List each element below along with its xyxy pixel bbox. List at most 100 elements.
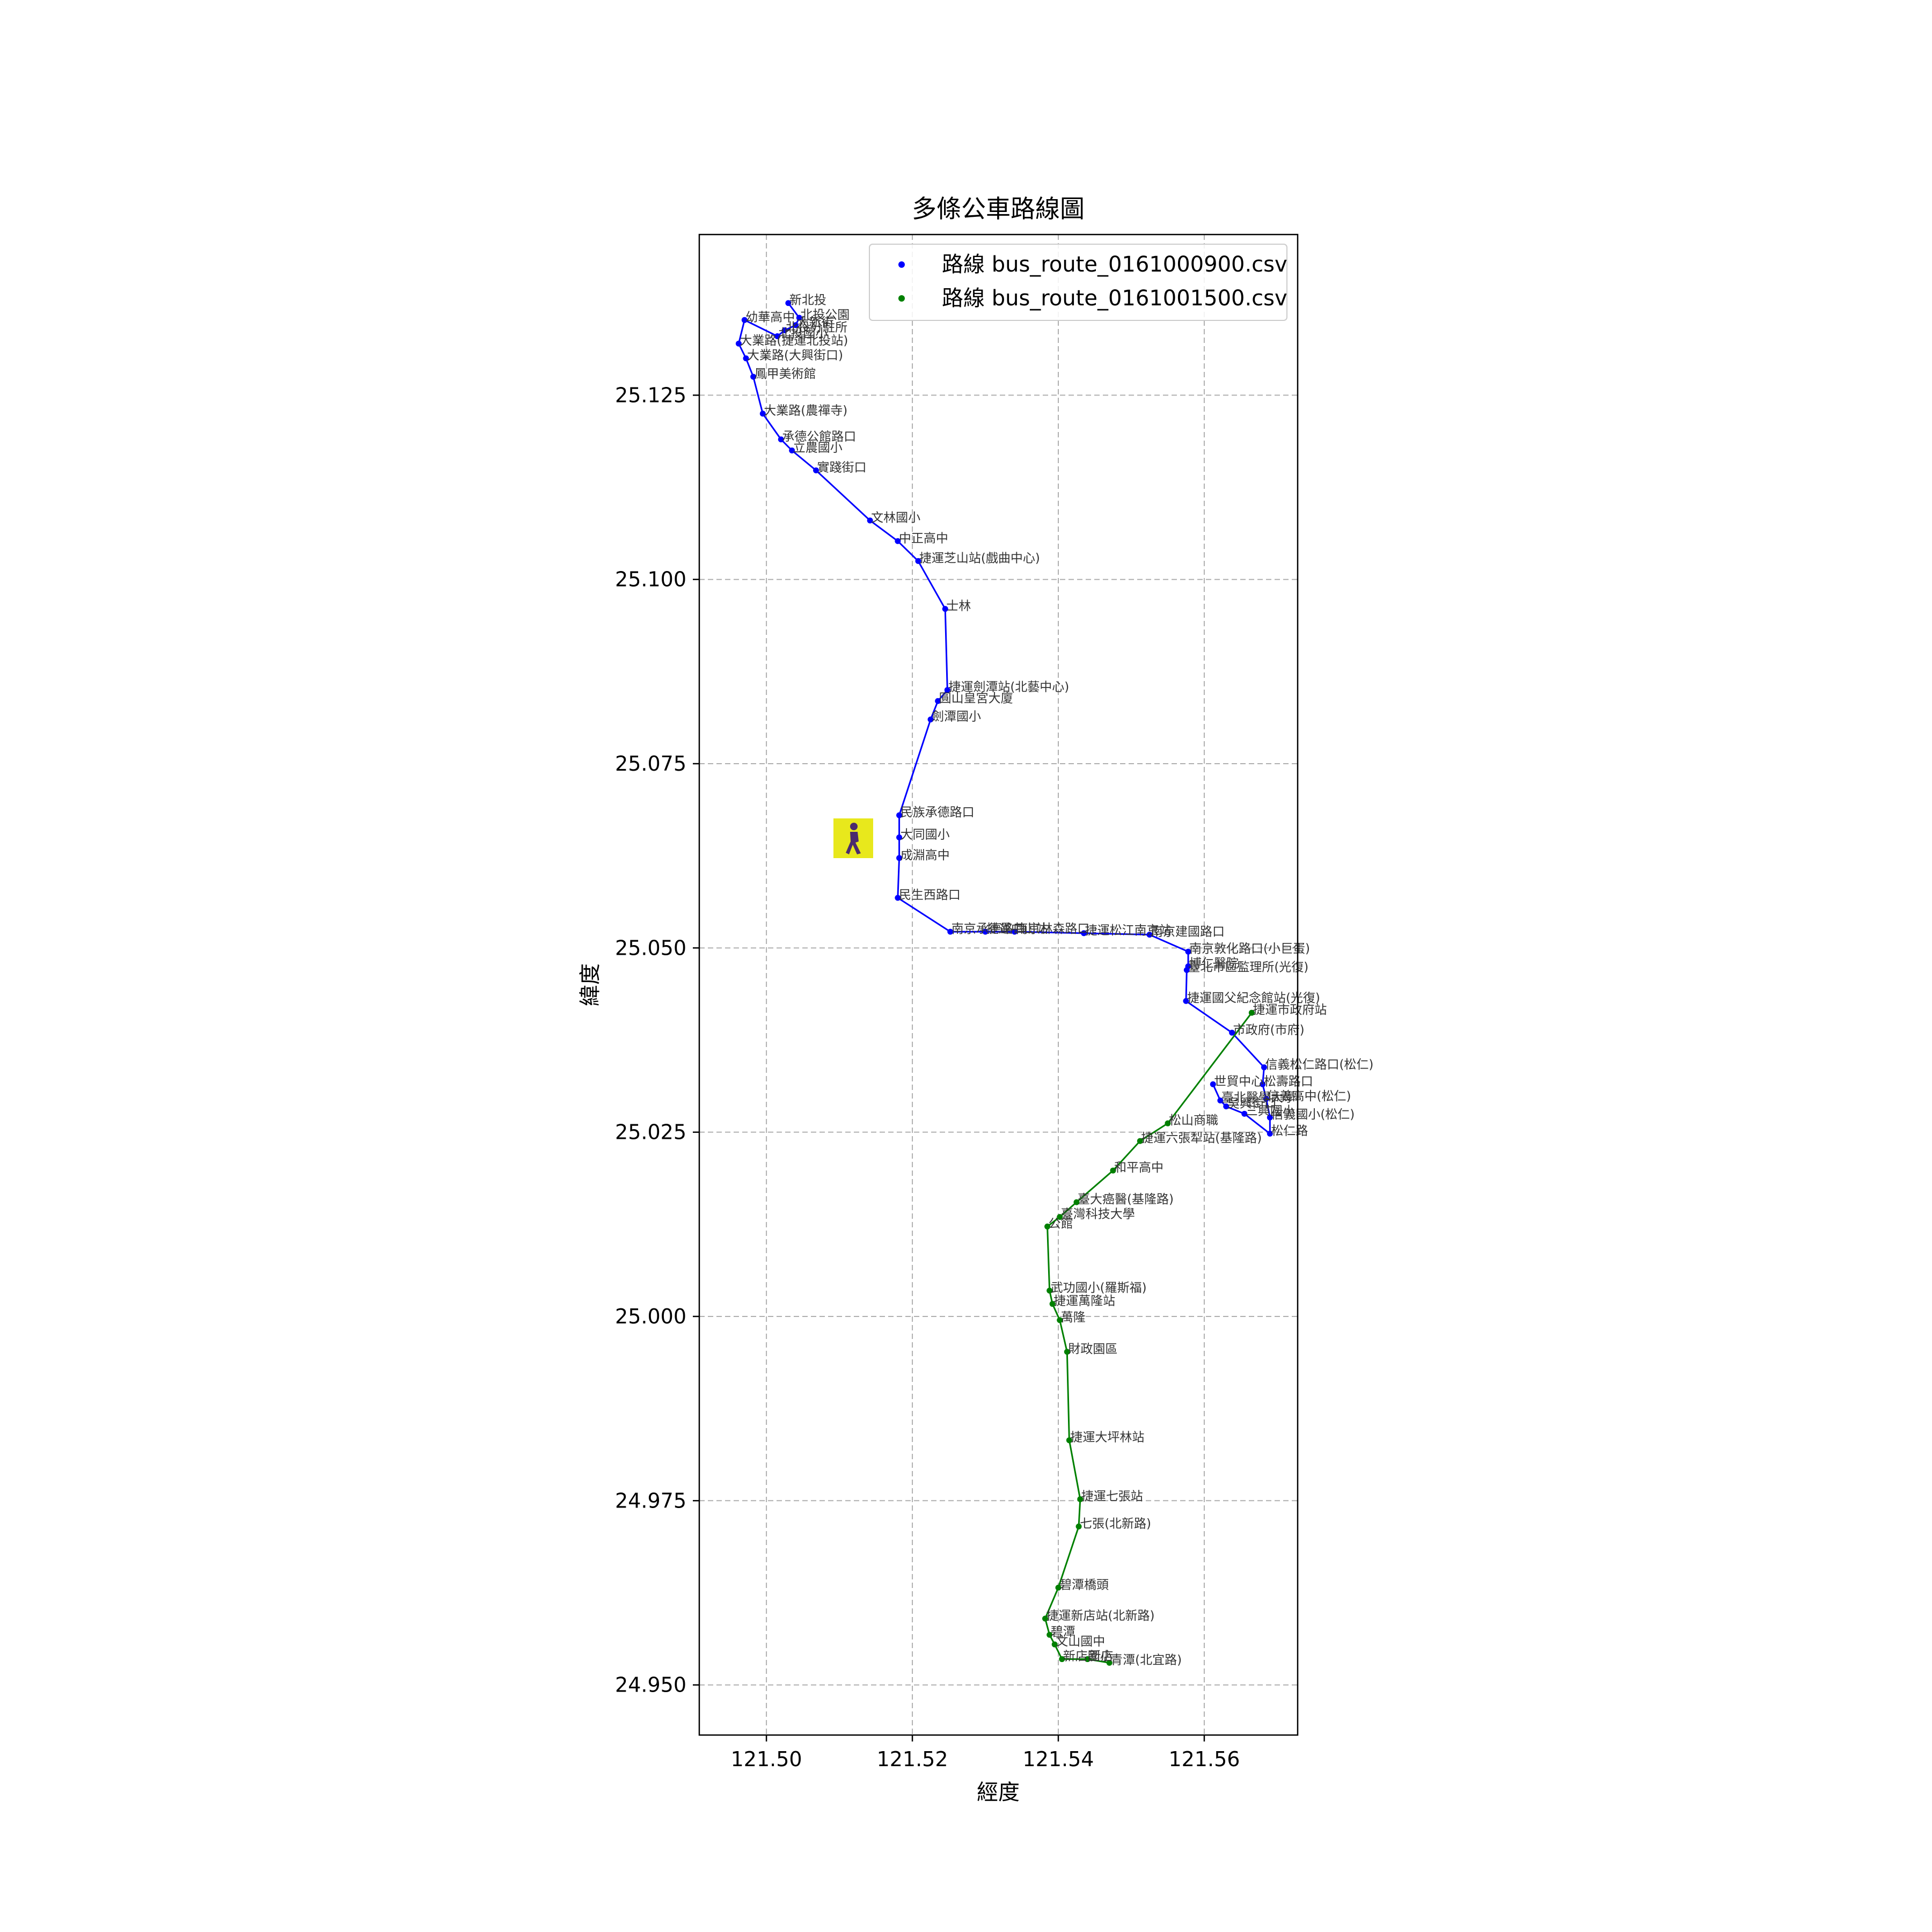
bus-stop-label: 士林	[946, 599, 971, 613]
pedestrian-icon-body	[846, 832, 861, 854]
bus-stop-point	[1165, 1120, 1171, 1126]
y-tick-label: 24.975	[615, 1489, 686, 1512]
route-series-1	[735, 300, 1273, 1137]
bus-stop-point	[789, 447, 795, 453]
bus-stop-label: 大業路(捷運北投站)	[740, 334, 848, 348]
bus-stop-label: 大業路(大興街口)	[747, 349, 843, 363]
y-tick-label: 25.125	[615, 383, 686, 407]
bus-stop-label: 松仁路	[1271, 1124, 1308, 1138]
bus-stop-point	[1263, 1096, 1270, 1102]
legend-marker-series-1	[898, 261, 905, 268]
bus-stop-point	[1075, 1523, 1082, 1529]
bus-stop-label: 南京承德路口	[952, 922, 1026, 936]
bus-stop-label: 捷運六張犁站(基隆路)	[1141, 1131, 1262, 1145]
y-tick-label: 25.050	[615, 936, 686, 960]
y-tick-label: 25.000	[615, 1305, 686, 1328]
x-tick-label: 121.56	[1168, 1747, 1240, 1771]
bus-stop-label: 和平高中	[1114, 1161, 1163, 1175]
bus-stop-label: 承德公館路口	[782, 430, 856, 444]
bus-stop-label: 捷運新店站(北新路)	[1046, 1609, 1155, 1623]
bus-stop-point	[1051, 1641, 1058, 1648]
bus-stop-label: 碧潭	[1051, 1625, 1075, 1639]
bus-stop-label: 民族承德路口	[901, 806, 975, 819]
y-tick-label: 24.950	[615, 1673, 686, 1697]
bus-stop-point	[1081, 930, 1087, 936]
bus-stop-label: 三興國小	[1246, 1104, 1295, 1118]
bus-stop-label: 吳興街口	[1227, 1097, 1277, 1111]
bus-stop-label: 市政府(市府)	[1233, 1023, 1305, 1037]
bus-stop-label: 中正高中	[899, 531, 948, 545]
bus-stop-point	[896, 812, 903, 818]
bus-stop-point	[896, 855, 903, 861]
bus-stop-label: 捷運萬隆站	[1053, 1294, 1115, 1308]
bus-stop-label: 信義高中(松仁)	[1268, 1089, 1351, 1103]
bus-stop-label: 博仁醫院	[1189, 957, 1239, 971]
bus-stop-label: 立農國小	[793, 441, 843, 455]
bus-stop-point	[813, 467, 819, 473]
bus-stop-point	[750, 374, 757, 380]
x-tick-label: 121.50	[731, 1747, 802, 1771]
bus-stop-point	[1073, 1199, 1080, 1205]
bus-stop-label: 萬隆	[1061, 1311, 1086, 1324]
bus-stop-point	[1110, 1167, 1116, 1174]
bus-stop-point	[1064, 1349, 1070, 1355]
bus-stop-point	[1057, 1317, 1063, 1323]
bus-stop-label: 捷運芝山站(戲曲中心)	[919, 551, 1040, 565]
x-axis-label: 經度	[977, 1780, 1020, 1805]
bus-stop-label: 新店	[1088, 1650, 1113, 1664]
legend: 路線 bus_route_0161000900.csv 路線 bus_route…	[869, 244, 1287, 321]
bus-stop-label: 幼華高中	[745, 310, 795, 324]
bus-stop-label: 公館	[1049, 1217, 1073, 1231]
bus-stop-point	[1260, 1081, 1266, 1087]
grid	[699, 235, 1298, 1735]
y-axis-label: 緯度	[578, 963, 603, 1006]
y-tick-label: 25.100	[615, 568, 686, 591]
bus-stop-point	[1223, 1103, 1230, 1110]
bus-stop-point	[1106, 1659, 1113, 1666]
bus-stop-label: 臺灣科技大學	[1061, 1208, 1135, 1221]
bus-stop-label: 北投國小	[778, 327, 828, 341]
bus-stop-point	[1146, 932, 1153, 938]
bus-stop-label: 信義松仁路口(松仁)	[1265, 1058, 1373, 1072]
bus-stop-label: 捷運松江南京站	[1085, 924, 1172, 938]
bus-stop-point	[1210, 1081, 1216, 1087]
bus-stop-point	[915, 558, 921, 564]
bus-stop-label: 信義國小(松仁)	[1271, 1108, 1355, 1122]
plot-frame	[698, 233, 1299, 1736]
bus-stop-label: 南京建國路口	[1151, 925, 1225, 939]
bus-stop-point	[1248, 1009, 1255, 1016]
route-series-2	[1042, 1009, 1255, 1666]
bus-stop-point	[781, 327, 788, 334]
bus-stop-point	[1042, 1615, 1049, 1622]
pedestrian-walking-icon[interactable]	[833, 818, 873, 858]
bus-stop-point	[1059, 1656, 1065, 1663]
y-tick-label: 25.075	[615, 752, 686, 775]
bus-stop-point	[735, 340, 742, 347]
bus-stop-point	[1046, 1287, 1053, 1294]
bus-stop-point	[1261, 1064, 1267, 1071]
x-tick-label: 121.52	[877, 1747, 948, 1771]
bus-stop-label: 松山商職	[1169, 1114, 1218, 1128]
bus-stop-point	[743, 355, 749, 362]
bus-stop-point	[1049, 1301, 1056, 1307]
bus-stop-label: 新店國小	[1063, 1650, 1113, 1664]
bus-stop-point	[1011, 928, 1018, 935]
bus-stop-label: 財政園區	[1068, 1342, 1117, 1356]
bus-stop-point	[935, 698, 941, 704]
route-line-2	[1044, 1012, 1253, 1664]
bus-stop-point	[947, 928, 954, 935]
bus-stop-label: 大同國小	[901, 828, 950, 841]
bus-stop-label: 捷運市政府站	[1253, 1003, 1327, 1017]
bus-stop-point	[1241, 1110, 1248, 1117]
bus-stop-point	[778, 436, 784, 443]
pedestrian-icon-head	[850, 823, 858, 830]
bus-stop-point	[1183, 967, 1190, 974]
x-tick-label: 121.54	[1023, 1747, 1094, 1771]
bus-stop-point	[896, 834, 903, 840]
bus-stop-point	[895, 895, 901, 901]
bus-stop-point	[927, 716, 934, 723]
bus-stop-label: 北投分駐所	[786, 321, 847, 335]
bus-stop-point	[1267, 1114, 1273, 1121]
bus-stop-label: 成淵高中	[901, 848, 950, 862]
